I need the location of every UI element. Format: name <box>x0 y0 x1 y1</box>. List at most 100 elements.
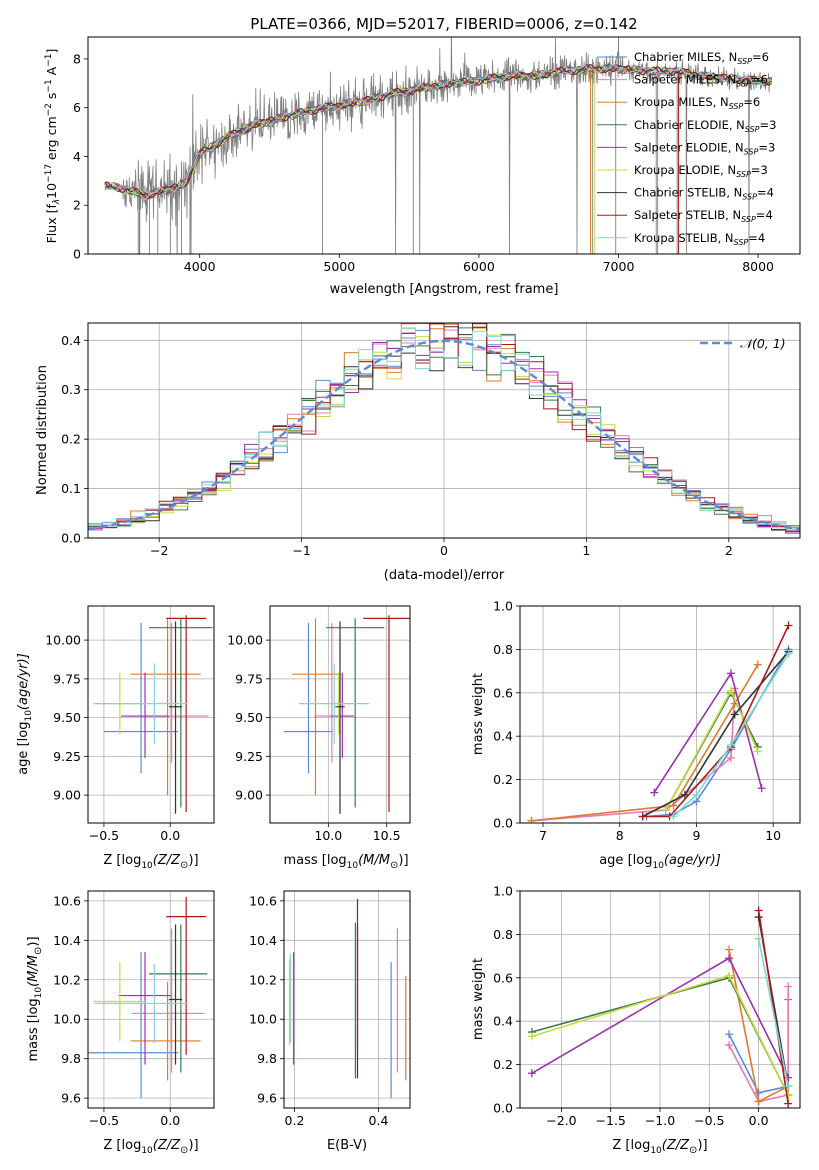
y-tick-label: 9.50 <box>53 710 81 725</box>
x-axis-label: Z [log10(Z/Z⊙)] <box>103 1138 198 1156</box>
weight-line-7 <box>642 625 790 818</box>
x-tick-label: 0.0 <box>160 1113 180 1128</box>
y-axis-label: mass weight <box>471 673 486 755</box>
y-axis-label: age [log10(age/yr)] <box>16 653 34 775</box>
weight-marker-8 <box>692 790 701 799</box>
x-axis-label: age [log10(age/yr)] <box>599 853 721 871</box>
y-tick-label: 0.2 <box>61 432 81 447</box>
label-part: −17 <box>44 164 54 183</box>
y-tick-label: 9.25 <box>235 749 263 764</box>
label-part: (age/yr)] <box>16 653 31 710</box>
label-part: mass [log <box>26 998 41 1061</box>
x-axis-label: (data-model)/error <box>384 568 505 583</box>
y-tick-label: 9.00 <box>235 788 263 803</box>
y-tick-label: 10.0 <box>249 1012 277 1027</box>
weight-marker-5 <box>784 1090 793 1099</box>
y-tick-label: 6 <box>73 100 81 115</box>
weight-marker-4 <box>527 1069 536 1078</box>
legend-model-name: Kroupa MILES <box>634 95 713 109</box>
y-tick-label: 10.00 <box>227 633 263 648</box>
legend-nssp: 3 <box>760 163 767 177</box>
weight-marker-2 <box>725 945 734 954</box>
label-part: )] <box>188 1138 198 1153</box>
label-part: (Z/Z <box>153 853 181 868</box>
legend-entry-8: Kroupa STELIB, NSSP=4 <box>634 231 765 247</box>
label-part: mass [log <box>283 853 346 868</box>
x-tick-label: 0.2 <box>285 1113 305 1128</box>
weight-marker-6 <box>730 710 739 719</box>
weight-line-2 <box>531 664 759 822</box>
x-tick-label: −0.5 <box>89 1113 119 1128</box>
label-part: A <box>44 66 59 79</box>
residual-histogram-8 <box>88 328 800 538</box>
x-axis-label: mass [log10(M/M⊙)] <box>283 853 408 871</box>
weight-line-8 <box>757 938 789 1087</box>
axes-frame <box>87 322 801 539</box>
legend-entry-4: Salpeter ELODIE, NSSP=3 <box>634 140 775 156</box>
axes-frame <box>269 605 411 824</box>
legend-model-name: Chabrier STELIB <box>634 186 726 200</box>
y-tick-label: 8 <box>73 51 81 66</box>
x-tick-label: −1 <box>292 543 310 558</box>
legend-model-name: Chabrier ELODIE <box>634 118 729 132</box>
figure-title: PLATE=0366, MJD=52017, FIBERID=0006, z=0… <box>250 15 637 33</box>
legend-model-name: Kroupa ELODIE <box>634 163 720 177</box>
legend-model-name: Salpeter STELIB <box>634 208 725 222</box>
legend-model-name: Salpeter MILES <box>634 73 720 87</box>
x-tick-label: 10.0 <box>314 828 342 843</box>
x-tick-label: 0 <box>440 543 448 558</box>
y-tick-label: 0.0 <box>493 816 513 831</box>
legend-ssp: SSP <box>742 193 757 202</box>
label-part: 10 <box>347 861 359 871</box>
label-part: 10 <box>141 861 153 871</box>
y-tick-label: 9.50 <box>235 710 263 725</box>
normal-distribution-curve <box>88 339 800 531</box>
legend-ssp: SSP <box>745 125 760 134</box>
y-tick-label: 9.00 <box>53 788 81 803</box>
mass-vs-metallicity-panel: −0.5 0.09.69.810.010.210.410.6Z [log10(Z/… <box>26 890 215 1156</box>
legend-n: , N <box>721 50 737 64</box>
y-tick-label: 1.0 <box>493 884 513 899</box>
y-tick-label: 0.8 <box>493 642 513 657</box>
weight-marker-2 <box>753 660 762 669</box>
mass-vs-ebv-panel: 0.2 0.4 9.6 9.8 10.0 10.2 10.4 10.6 E(B-V) <box>249 890 411 1153</box>
weight-marker-2 <box>527 816 536 823</box>
y-tick-label: 0.6 <box>493 685 513 700</box>
label-part: (age/yr)] <box>664 853 721 868</box>
legend-ssp: SSP <box>734 238 749 247</box>
weight-marker-8 <box>784 649 793 658</box>
legend-nssp: 3 <box>769 118 776 132</box>
y-tick-label: 0.2 <box>493 772 513 787</box>
weight-marker-1 <box>725 1041 734 1050</box>
legend-model-name: Chabrier MILES <box>634 50 721 64</box>
weight-marker-0 <box>725 1030 734 1039</box>
plot-area <box>88 896 208 1099</box>
y-tick-label: 10.00 <box>45 633 81 648</box>
residuals-panel: −2 −1 0 1 2 0.0 0.1 0.2 0.3 0.4 𝒩(0, 1) (data-model… <box>35 322 801 583</box>
legend-ssp: SSP <box>729 102 744 111</box>
x-axis-label: Z [log10(Z/Z⊙)] <box>103 853 198 871</box>
y-tick-label: 10.2 <box>249 972 277 987</box>
x-tick-label: −0.5 <box>89 828 119 843</box>
legend-entry-3: Chabrier ELODIE, NSSP=3 <box>634 118 776 134</box>
label-part: Z [log <box>103 1138 141 1153</box>
y-tick-label: 9.75 <box>53 671 81 686</box>
model-spectrum-8 <box>104 63 772 200</box>
x-tick-label: −1.5 <box>596 1113 626 1128</box>
legend-nssp: 4 <box>758 231 765 245</box>
legend-n: , N <box>726 186 742 200</box>
weight-marker-4 <box>726 669 735 678</box>
y-tick-label: 0.2 <box>493 1057 513 1072</box>
y-tick-label: 0.4 <box>61 333 81 348</box>
plot-area <box>104 37 773 254</box>
legend-nssp: 4 <box>767 186 774 200</box>
label-part: 10 <box>44 183 59 199</box>
y-tick-label: 10.4 <box>249 933 277 948</box>
label-part: λ <box>52 199 62 205</box>
legend-n: , N <box>713 95 729 109</box>
weight-marker-4 <box>650 788 659 797</box>
legend-eq: = <box>751 73 761 87</box>
weight-marker-1 <box>726 753 735 762</box>
label-part: Z [log <box>103 853 141 868</box>
x-tick-label: 0.4 <box>369 1113 389 1128</box>
